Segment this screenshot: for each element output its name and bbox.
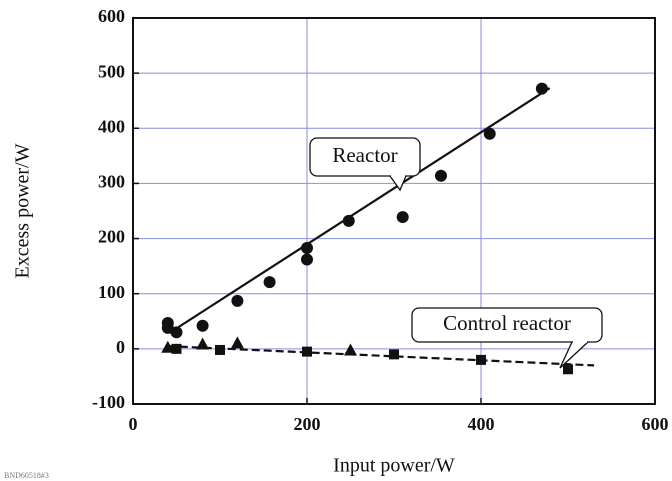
x-axis-label: Input power/W	[333, 455, 455, 477]
data-point	[170, 326, 183, 339]
footnote: BND60518#3	[4, 471, 49, 480]
x-tick-label: 400	[468, 414, 495, 434]
callout-box	[309, 137, 421, 177]
y-tick-label: -100	[92, 392, 125, 412]
x-tick-label: 200	[294, 414, 321, 434]
data-point	[196, 337, 210, 350]
data-point	[215, 344, 225, 355]
data-point	[302, 346, 312, 357]
y-tick-label: 0	[116, 337, 125, 357]
plot-frame	[132, 17, 656, 405]
annotation: Reactor	[332, 143, 397, 167]
y-tick-label: 200	[98, 227, 125, 247]
data-point	[344, 343, 357, 356]
x-tick-label: 0	[129, 414, 138, 434]
x-tick-label: 600	[642, 414, 669, 434]
data-point	[483, 127, 496, 140]
callout-box	[411, 307, 603, 343]
y-tick-label: 400	[98, 116, 125, 136]
y-tick-label: 500	[98, 61, 125, 81]
data-point	[301, 241, 313, 254]
data-point	[230, 336, 244, 349]
data-point	[535, 82, 548, 95]
annotation: Control reactor	[443, 311, 571, 335]
data-point	[301, 253, 313, 266]
data-point	[389, 349, 399, 360]
data-point	[476, 354, 486, 365]
fit-line	[167, 345, 595, 367]
data-point	[263, 276, 276, 289]
callout-pointer	[559, 341, 589, 369]
data-point	[434, 169, 447, 182]
y-axis-label: Excess power/W	[12, 143, 34, 278]
y-tick-label: 600	[98, 6, 125, 26]
y-tick-label: 100	[98, 282, 125, 302]
data-point	[161, 340, 175, 353]
fit-line	[168, 87, 551, 334]
y-tick-label: 300	[98, 172, 125, 192]
data-point	[342, 214, 355, 227]
data-point	[171, 343, 182, 354]
data-point	[563, 364, 573, 375]
callout-pointer	[389, 175, 407, 192]
data-point	[196, 319, 209, 332]
data-point	[396, 211, 409, 224]
data-point	[231, 294, 244, 307]
